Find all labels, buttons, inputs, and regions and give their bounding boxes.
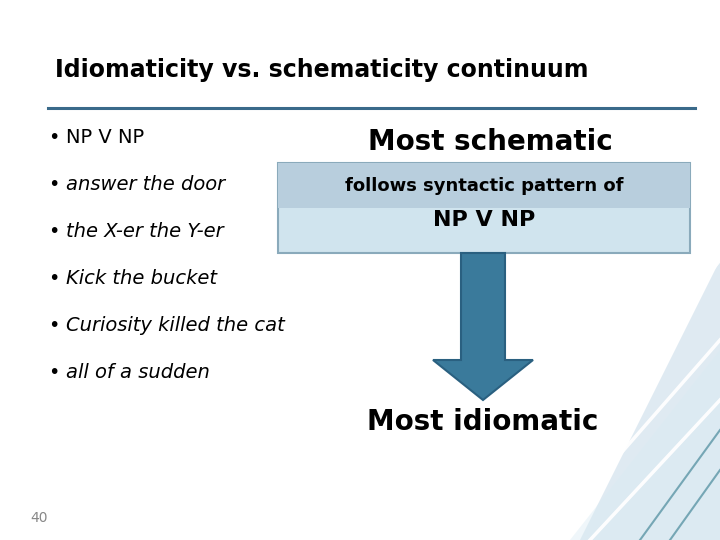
Text: NP V NP: NP V NP bbox=[66, 128, 144, 147]
Text: answer the door: answer the door bbox=[66, 175, 225, 194]
Text: NP V NP: NP V NP bbox=[433, 210, 535, 230]
Text: •: • bbox=[48, 316, 59, 335]
Text: •: • bbox=[48, 269, 59, 288]
Text: Curiosity killed the cat: Curiosity killed the cat bbox=[66, 316, 284, 335]
Text: •: • bbox=[48, 363, 59, 382]
Text: the X-er the Y-er: the X-er the Y-er bbox=[66, 222, 224, 241]
Text: 40: 40 bbox=[30, 511, 48, 525]
Text: all of a sudden: all of a sudden bbox=[66, 363, 210, 382]
Text: Kick the bucket: Kick the bucket bbox=[66, 269, 217, 288]
Text: •: • bbox=[48, 128, 59, 147]
Text: •: • bbox=[48, 222, 59, 241]
Text: Most idiomatic: Most idiomatic bbox=[367, 408, 599, 436]
Polygon shape bbox=[480, 260, 720, 540]
Text: •: • bbox=[48, 175, 59, 194]
Text: follows syntactic pattern of: follows syntactic pattern of bbox=[345, 177, 624, 195]
FancyBboxPatch shape bbox=[278, 163, 690, 208]
Text: Idiomaticity vs. schematicity continuum: Idiomaticity vs. schematicity continuum bbox=[55, 58, 588, 82]
Text: Most schematic: Most schematic bbox=[368, 128, 613, 156]
Polygon shape bbox=[433, 253, 533, 400]
FancyBboxPatch shape bbox=[278, 163, 690, 253]
Polygon shape bbox=[570, 350, 720, 540]
